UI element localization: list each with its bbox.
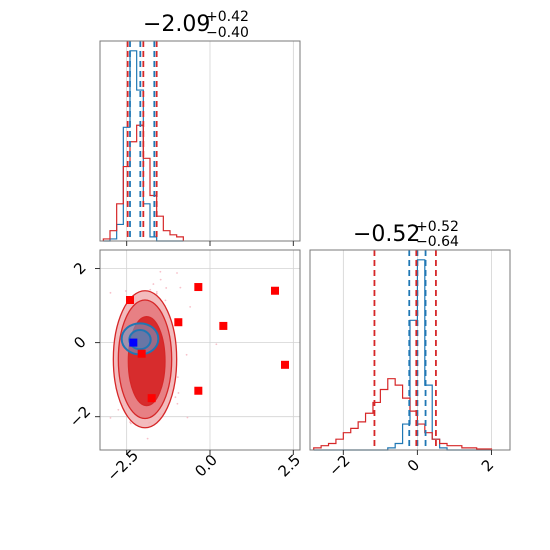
bottom-right-series-1-steps bbox=[313, 378, 493, 450]
red-square-marker-3 bbox=[174, 318, 183, 327]
red-square-marker-4 bbox=[219, 321, 228, 330]
bottom-left-ticks: −2.5 0.0 2.5 −2 0 2 bbox=[66, 259, 304, 485]
bottom-left-frame bbox=[99, 249, 301, 451]
blue-square-marker bbox=[129, 338, 138, 347]
top-left-title: −2.09 +0.42 −0.40 bbox=[143, 9, 249, 41]
bottom-right-series-0-steps bbox=[313, 259, 492, 451]
bottom-left-scatter-panel: −2.5 0.0 2.5 −2 0 2 bbox=[66, 249, 304, 485]
sample-point bbox=[129, 422, 132, 425]
sample-point bbox=[146, 437, 149, 440]
bottom-right-title-value: −0.52 bbox=[353, 222, 420, 247]
sample-point bbox=[124, 290, 127, 292]
bottom-right-title-minus: −0.64 bbox=[416, 234, 459, 250]
bottom-right-tick-label: 2 bbox=[478, 456, 497, 475]
bottom-right-title: −0.52 +0.52 −0.64 bbox=[353, 219, 459, 250]
sample-point bbox=[155, 292, 158, 295]
sample-point bbox=[179, 286, 182, 289]
sample-point bbox=[176, 376, 179, 378]
sample-point bbox=[174, 396, 177, 399]
bottom-right-quantile-lines bbox=[373, 250, 437, 450]
red-square-marker-6 bbox=[281, 360, 289, 369]
top-left-quantile-lines bbox=[126, 41, 158, 241]
sample-point bbox=[176, 272, 178, 274]
bottom-right-tick-label: −2 bbox=[325, 451, 353, 479]
bottom-right-title-plus: +0.52 bbox=[416, 219, 459, 235]
red-square-marker-7 bbox=[194, 386, 203, 395]
bottom-right-histogram-panel: −2 0 2 −0.52 +0.52 −0.64 bbox=[309, 219, 511, 480]
sample-point bbox=[177, 392, 180, 394]
red-square-marker-5 bbox=[137, 349, 146, 358]
top-left-title-value: −2.09 bbox=[143, 12, 210, 37]
top-left-frame bbox=[99, 40, 301, 242]
bottom-left-y-tick-label: 0 bbox=[70, 333, 89, 352]
bottom-left-y-tick-label: 2 bbox=[70, 259, 89, 278]
sample-point bbox=[189, 306, 192, 308]
sample-point bbox=[155, 291, 158, 293]
bottom-left-y-tick-label: −2 bbox=[66, 402, 94, 430]
bottom-left-markers bbox=[126, 283, 289, 403]
bottom-right-tick-label: 0 bbox=[404, 456, 423, 475]
sample-point bbox=[159, 270, 162, 273]
bottom-left-x-tick-label: −2.5 bbox=[104, 446, 142, 484]
sample-point bbox=[152, 283, 155, 285]
sample-point bbox=[185, 353, 188, 356]
red-square-marker-8 bbox=[147, 394, 156, 403]
red-square-marker-2 bbox=[271, 286, 279, 295]
top-left-x-ticks bbox=[126, 241, 294, 246]
sample-point bbox=[159, 278, 162, 281]
sample-point bbox=[176, 402, 179, 405]
bottom-left-x-tick-label: 0.0 bbox=[191, 451, 221, 481]
sample-point bbox=[215, 343, 218, 346]
sample-point bbox=[117, 408, 120, 411]
top-left-title-plus: +0.42 bbox=[206, 9, 249, 25]
sample-point bbox=[109, 416, 112, 419]
bottom-left-contours bbox=[112, 290, 178, 429]
top-left-grid bbox=[126, 41, 294, 241]
sample-point bbox=[149, 288, 152, 291]
red-square-marker-0 bbox=[126, 296, 134, 304]
bottom-right-x-ticks: −2 0 2 bbox=[325, 450, 497, 480]
bottom-left-x-tick-label: 2.5 bbox=[275, 451, 305, 481]
top-left-title-minus: −0.40 bbox=[206, 25, 249, 41]
sample-point bbox=[109, 291, 112, 294]
sample-point bbox=[186, 416, 189, 419]
red-square-marker-1 bbox=[194, 283, 203, 292]
sample-point bbox=[164, 299, 167, 302]
sample-point bbox=[165, 287, 168, 289]
bottom-right-histogram bbox=[313, 259, 493, 451]
bottom-right-frame bbox=[309, 249, 511, 451]
top-left-histogram-panel: −2.09 +0.42 −0.40 bbox=[99, 9, 301, 246]
